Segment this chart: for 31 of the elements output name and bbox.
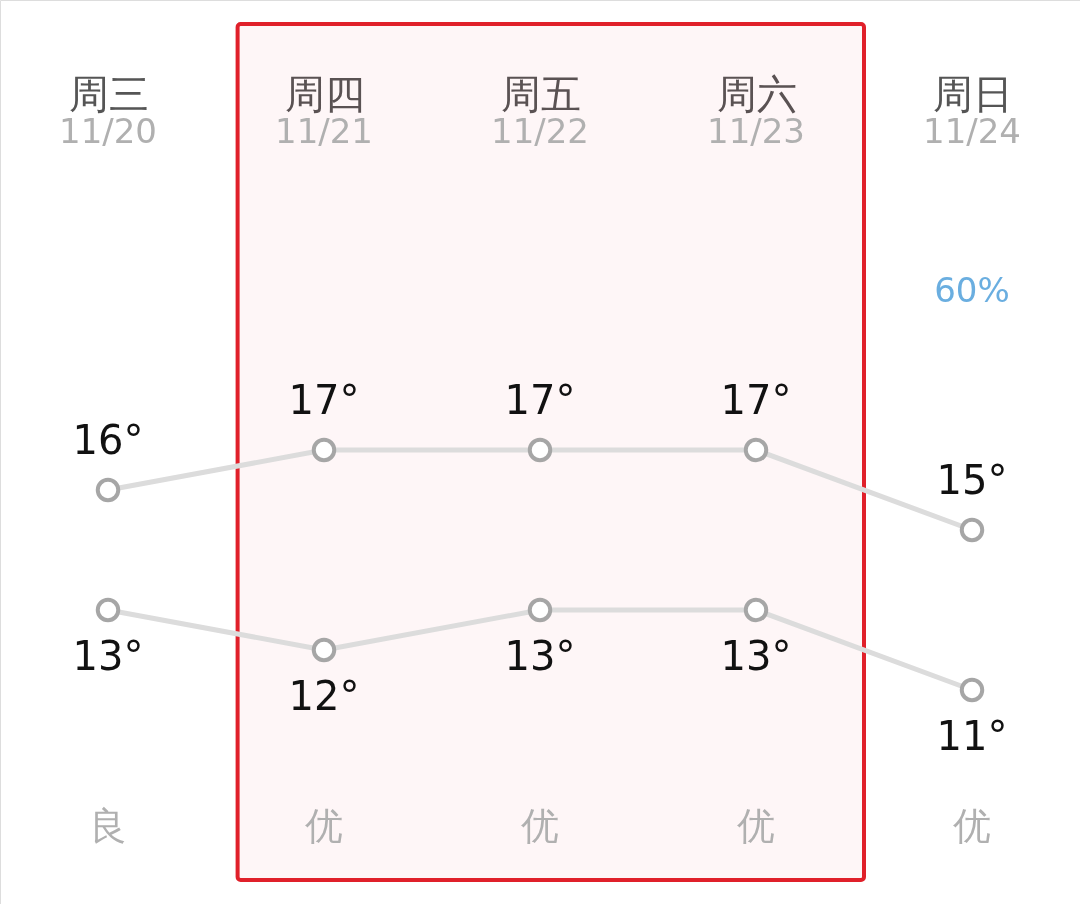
- x-tick-label: 周四: [284, 70, 365, 117]
- x-tick-label: 周六: [716, 70, 797, 117]
- x-tick-label: 周三: [68, 70, 149, 117]
- point: [311, 437, 337, 463]
- point: [959, 677, 985, 703]
- text: 优: [305, 804, 343, 848]
- point: [743, 597, 769, 623]
- text: 优: [521, 804, 559, 848]
- data-label: 13°: [504, 633, 576, 679]
- data-label: 17°: [288, 377, 360, 423]
- data-label: 15°: [936, 457, 1008, 503]
- data-label: 13°: [720, 633, 792, 679]
- text: 优: [953, 804, 991, 848]
- text: 良: [89, 804, 127, 848]
- text: 60%: [934, 270, 1010, 310]
- point: [743, 437, 769, 463]
- point: [311, 637, 337, 663]
- data-label: 11°: [936, 713, 1008, 759]
- point: [959, 517, 985, 543]
- point: [527, 437, 553, 463]
- data-label: 17°: [504, 377, 576, 423]
- data-label: 16°: [72, 417, 144, 463]
- point: [527, 597, 553, 623]
- point: [95, 477, 121, 503]
- data-label: 12°: [288, 673, 360, 719]
- data-label: 13°: [72, 633, 144, 679]
- x-tick-label: 周五: [500, 70, 581, 117]
- data-label: 17°: [720, 377, 792, 423]
- point: [95, 597, 121, 623]
- text: 优: [737, 804, 775, 848]
- x-tick-label: 周日: [932, 70, 1013, 117]
